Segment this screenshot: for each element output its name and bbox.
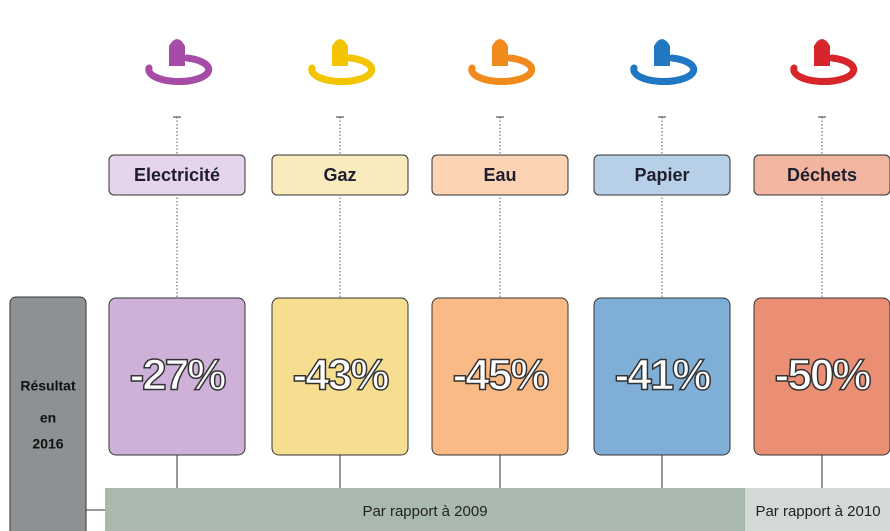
result-value: -50%	[775, 351, 871, 400]
result-value: -45%	[453, 351, 549, 400]
label-box	[593, 154, 731, 196]
label-box	[271, 154, 409, 196]
icon	[169, 39, 185, 66]
icon-ring	[468, 54, 536, 86]
icon-ring	[308, 54, 376, 86]
result-box	[271, 297, 409, 456]
baseline-bar	[105, 488, 745, 531]
result-value: -41%	[615, 351, 711, 400]
baseline-label: Par rapport à 2009	[362, 503, 487, 520]
side-label: Résultat	[20, 378, 76, 394]
result-value: -27%	[130, 351, 226, 400]
item-label: Electricité	[134, 165, 220, 185]
item-label: Gaz	[323, 165, 356, 185]
result-value: -43%	[293, 351, 389, 400]
label-box	[431, 154, 569, 196]
label-box	[108, 154, 246, 196]
icon	[654, 39, 670, 66]
side-box	[9, 296, 87, 531]
item-label: Papier	[634, 165, 689, 185]
side-label: en	[40, 410, 56, 426]
icon	[814, 39, 830, 66]
icon-ring	[790, 54, 858, 86]
result-box	[593, 297, 731, 456]
icon-ring	[145, 54, 213, 86]
result-box	[753, 297, 890, 456]
result-box	[108, 297, 246, 456]
item-label: Eau	[483, 165, 516, 185]
icon	[332, 39, 348, 66]
baseline-bar	[745, 488, 890, 531]
icon	[492, 39, 508, 66]
item-label: Déchets	[787, 165, 857, 185]
baseline-label: Par rapport à 2010	[755, 503, 880, 520]
label-box	[753, 154, 890, 196]
side-label: 2016	[32, 436, 63, 452]
icon-ring	[630, 54, 698, 86]
result-box	[431, 297, 569, 456]
